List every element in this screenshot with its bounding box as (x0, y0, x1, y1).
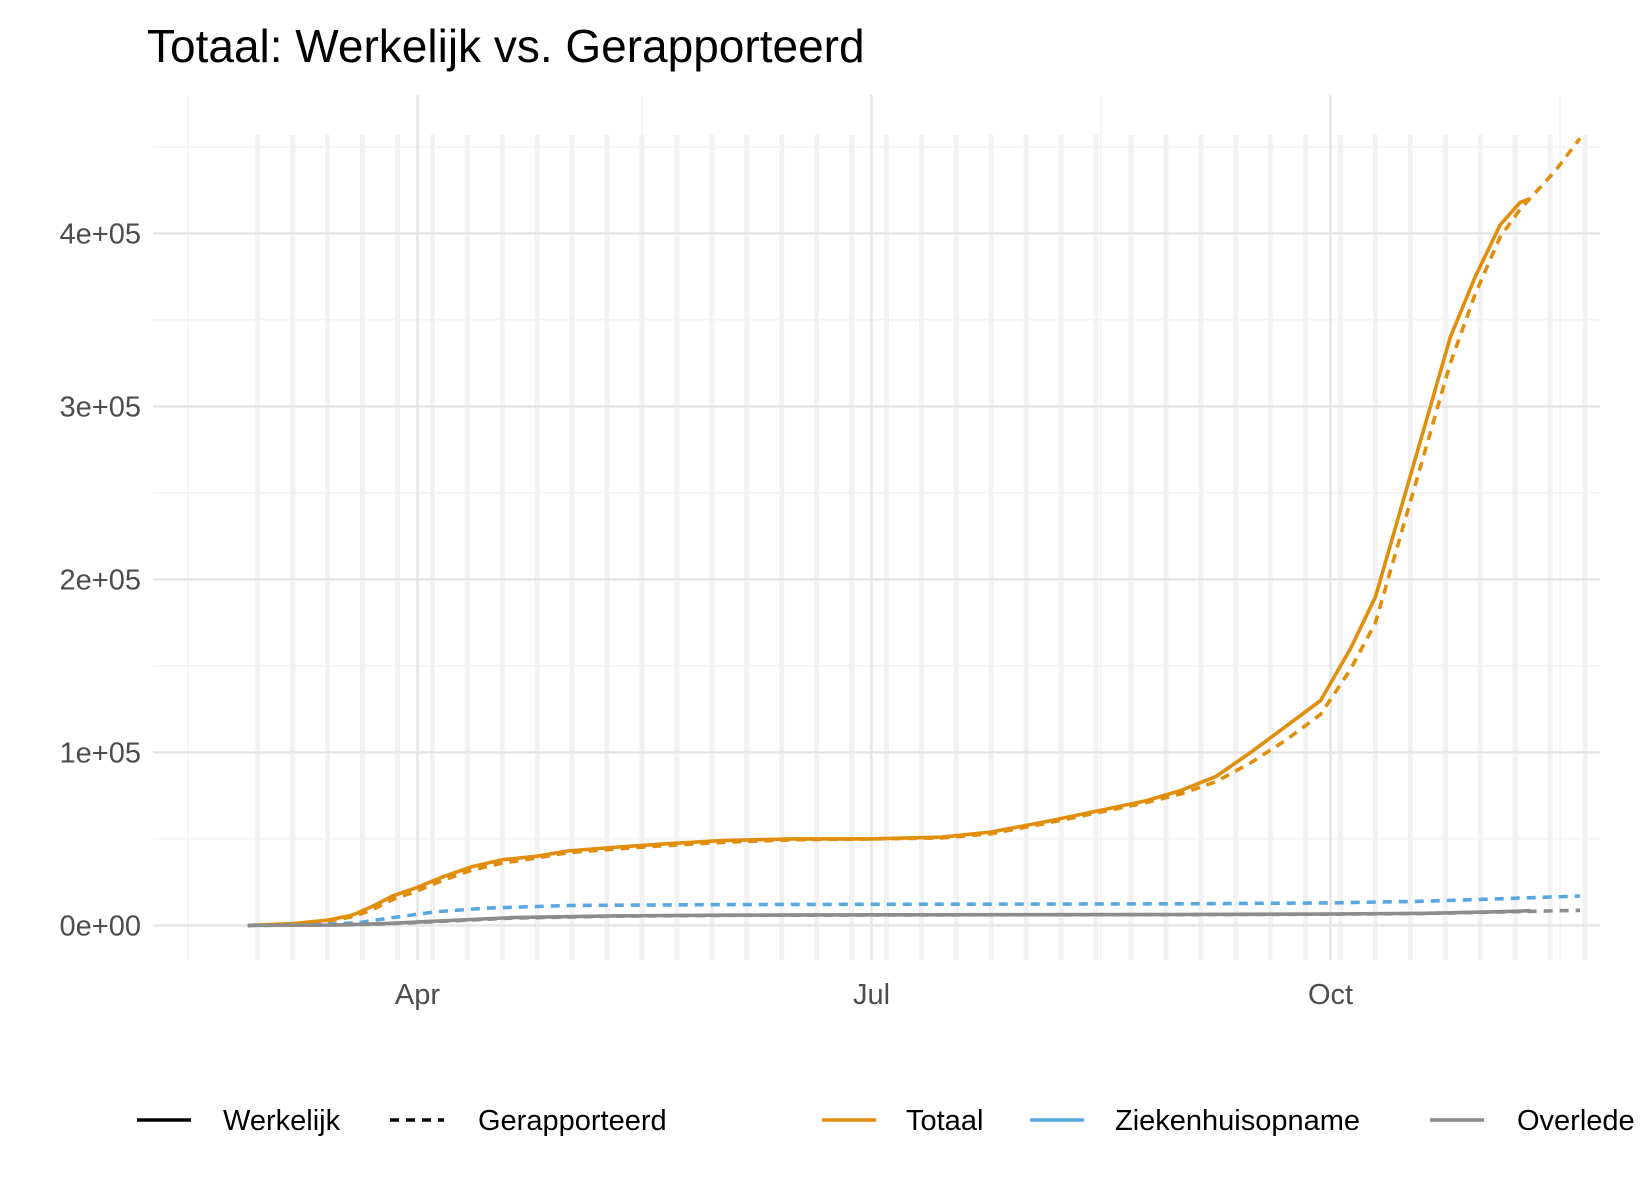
y-tick-label: 0e+00 (60, 910, 141, 942)
x-tick-label: Jul (853, 979, 890, 1011)
grid (153, 95, 1600, 960)
series-line-totaal-solid (247, 197, 1531, 928)
legend-label: Ziekenhuisopname (1115, 1105, 1360, 1137)
y-tick-label: 1e+05 (60, 737, 141, 769)
y-axis: 0e+00 1e+05 2e+05 3e+05 4e+05 (60, 218, 141, 942)
legend: Werkelijk Gerapporteerd Totaal Ziekenhuisop… (137, 1105, 1635, 1137)
x-tick-label: Oct (1308, 979, 1353, 1011)
series-line-overlede-dashed (247, 908, 1581, 928)
y-tick-label: 2e+05 (60, 564, 141, 596)
x-tick-label: Apr (395, 979, 440, 1011)
x-axis: Apr Jul Oct (395, 979, 1353, 1011)
plot-lines (247, 137, 1582, 928)
y-tick-label: 4e+05 (60, 218, 141, 250)
legend-label: Werkelijk (223, 1105, 341, 1137)
legend-label: Overlede (1517, 1105, 1635, 1137)
legend-label: Gerapporteerd (478, 1105, 667, 1137)
y-tick-label: 3e+05 (60, 391, 141, 423)
legend-label: Totaal (906, 1105, 983, 1137)
series-line-totaal-dashed (247, 137, 1582, 928)
chart-title: Totaal: Werkelijk vs. Gerapporteerd (147, 20, 865, 72)
